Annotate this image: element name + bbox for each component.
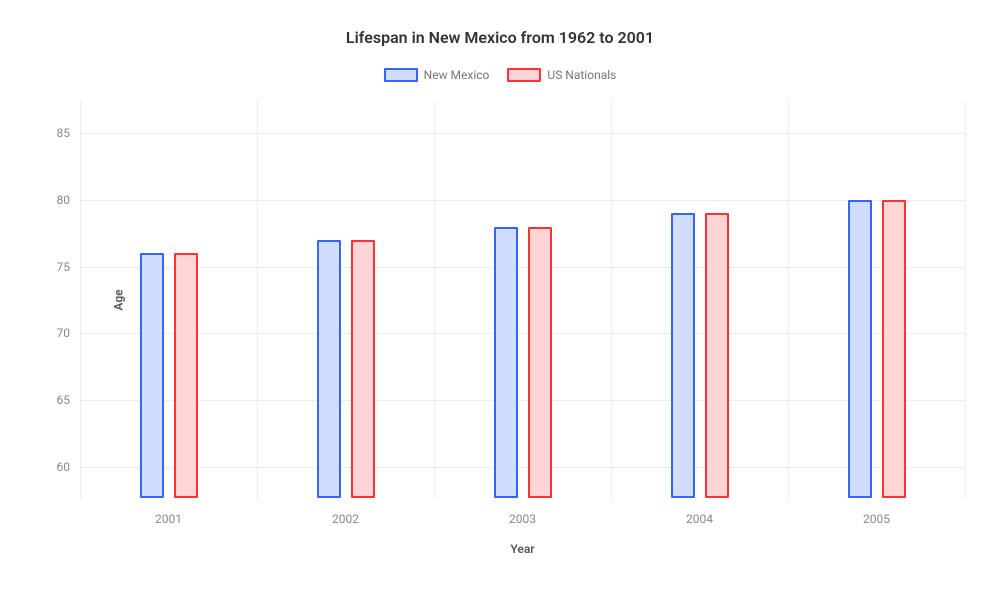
- y-axis-label: Age: [112, 289, 126, 310]
- legend-item-new-mexico: New Mexico: [384, 68, 490, 82]
- x-tick-label: 2005: [863, 500, 890, 526]
- vertical-gridline: [434, 100, 435, 500]
- gridline: [80, 467, 965, 468]
- y-tick-label: 75: [57, 260, 81, 274]
- gridline: [80, 333, 965, 334]
- legend-label-new-mexico: New Mexico: [424, 68, 490, 82]
- y-tick-label: 85: [57, 126, 81, 140]
- legend-item-us-nationals: US Nationals: [507, 68, 616, 82]
- bar: [882, 200, 906, 498]
- y-tick-label: 70: [57, 326, 81, 340]
- bar: [848, 200, 872, 498]
- bar: [671, 213, 695, 498]
- x-tick-label: 2003: [509, 500, 536, 526]
- vertical-gridline: [788, 100, 789, 500]
- x-tick-label: 2001: [155, 500, 182, 526]
- vertical-gridline: [965, 100, 966, 500]
- bar: [317, 240, 341, 498]
- legend-swatch-us-nationals: [507, 68, 541, 82]
- vertical-gridline: [80, 100, 81, 500]
- x-tick-label: 2004: [686, 500, 713, 526]
- vertical-gridline: [611, 100, 612, 500]
- gridline: [80, 133, 965, 134]
- legend-swatch-new-mexico: [384, 68, 418, 82]
- vertical-gridline: [257, 100, 258, 500]
- gridline: [80, 200, 965, 201]
- legend-label-us-nationals: US Nationals: [547, 68, 616, 82]
- legend: New Mexico US Nationals: [0, 68, 1000, 82]
- chart-title: Lifespan in New Mexico from 1962 to 2001: [0, 28, 1000, 47]
- y-tick-label: 65: [57, 393, 81, 407]
- gridline: [80, 400, 965, 401]
- chart-container: Lifespan in New Mexico from 1962 to 2001…: [0, 0, 1000, 600]
- y-tick-label: 60: [57, 460, 81, 474]
- y-tick-label: 80: [57, 193, 81, 207]
- x-tick-label: 2002: [332, 500, 359, 526]
- bar: [351, 240, 375, 498]
- bar: [705, 213, 729, 498]
- bar: [494, 227, 518, 498]
- gridline: [80, 267, 965, 268]
- bar: [528, 227, 552, 498]
- plot-area: Age Year 6065707580852001200220032004200…: [80, 100, 965, 500]
- bar: [140, 253, 164, 498]
- bar: [174, 253, 198, 498]
